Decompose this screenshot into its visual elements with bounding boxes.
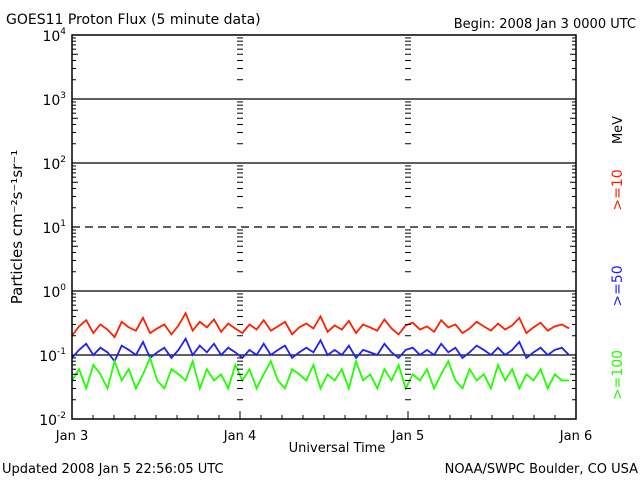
y-tick-label: 102: [42, 155, 66, 173]
updated-timestamp: Updated 2008 Jan 5 22:56:05 UTC: [2, 462, 224, 477]
y-axis-label: Particles cm⁻²s⁻¹sr⁻¹: [8, 150, 26, 304]
begin-label: Begin: 2008 Jan 3 0000 UTC: [454, 17, 636, 32]
series-line-50mev: [71, 336, 570, 363]
legend-50mev: >=50: [610, 265, 626, 306]
y-tick-label: 10-2: [39, 411, 66, 429]
chart-title: GOES11 Proton Flux (5 minute data): [6, 12, 261, 28]
x-axis-label: Universal Time: [289, 441, 386, 456]
y-tick-label: 10-1: [39, 347, 66, 365]
legend-100mev: >=100: [610, 350, 626, 400]
source-credit: NOAA/SWPC Boulder, CO USA: [445, 462, 638, 477]
unit-label: MeV: [611, 116, 626, 144]
y-tick-label: 101: [42, 219, 66, 237]
x-tick-label: Jan 6: [559, 429, 592, 444]
x-tick-label: Jan 5: [391, 429, 424, 444]
x-tick-label: Jan 4: [223, 429, 256, 444]
y-tick-label: 104: [42, 27, 66, 45]
legend-10mev: >=10: [610, 169, 626, 210]
x-tick-label: Jan 3: [55, 429, 88, 444]
y-tick-label: 103: [42, 91, 66, 109]
series-line-10mev: [71, 311, 570, 339]
series-line-100mev: [71, 355, 569, 392]
y-tick-label: 100: [42, 283, 66, 301]
